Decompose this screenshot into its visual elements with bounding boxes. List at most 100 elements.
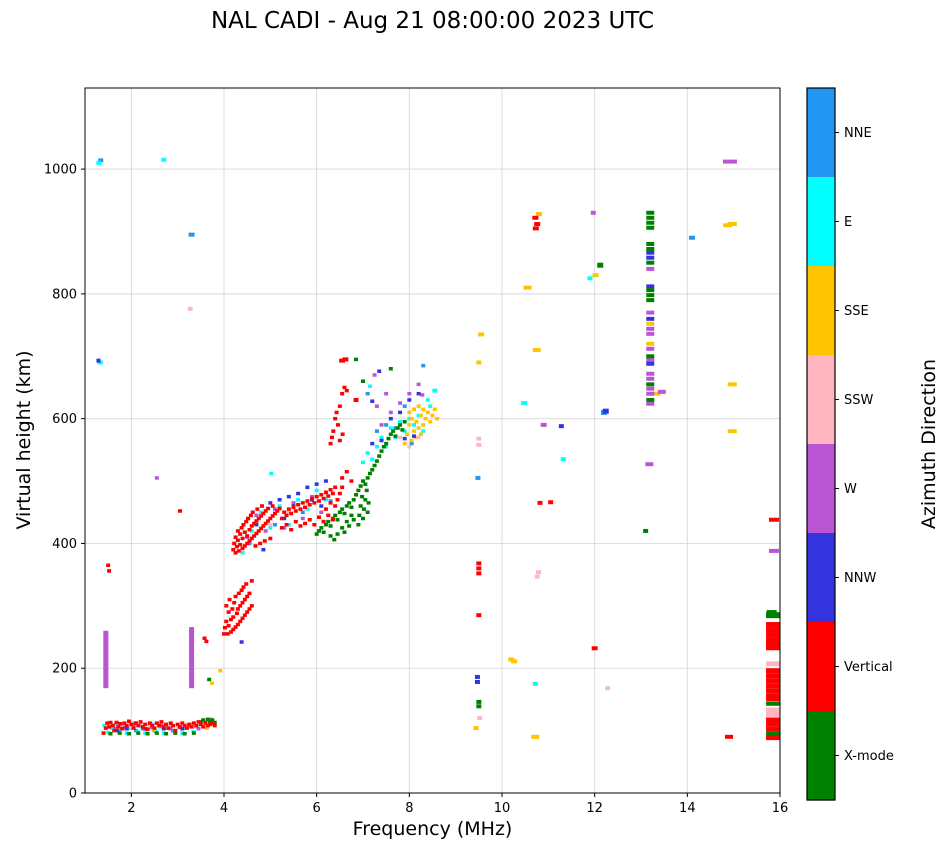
data-point-w — [103, 634, 109, 640]
data-point-x-mode — [328, 534, 333, 538]
data-point-vertical — [259, 514, 264, 518]
data-point-x-mode — [400, 428, 405, 432]
data-point-x-mode — [366, 501, 371, 505]
data-point-e — [425, 398, 430, 402]
data-point-x-mode — [354, 357, 359, 362]
data-point-w — [646, 266, 655, 271]
data-point-vertical — [300, 501, 305, 505]
data-point-vertical — [140, 725, 145, 729]
data-point-vertical — [238, 532, 243, 536]
data-point-vertical — [250, 510, 255, 514]
data-point-vertical — [532, 226, 539, 231]
data-point-vertical — [262, 539, 267, 543]
data-point-w — [103, 660, 109, 666]
data-point-vertical — [226, 610, 231, 614]
data-point-vertical — [293, 509, 298, 513]
data-point-sse — [428, 420, 433, 424]
data-point-vertical — [270, 514, 275, 518]
data-point-e — [161, 731, 166, 735]
data-point-w — [189, 627, 195, 633]
data-point-sse — [727, 222, 737, 227]
data-point-nnw — [370, 441, 375, 446]
data-point-vertical — [228, 630, 233, 634]
data-point-vertical — [256, 529, 261, 533]
data-point-w — [208, 717, 213, 722]
data-point-vertical — [240, 600, 245, 605]
data-point-vertical — [766, 668, 781, 674]
data-point-x-mode — [364, 488, 369, 493]
data-point-vertical — [226, 624, 231, 628]
data-point-w — [103, 642, 109, 648]
data-point-x-mode — [117, 731, 122, 735]
data-point-ssw — [476, 442, 482, 447]
data-point-vertical — [191, 721, 196, 725]
data-point-sse — [421, 407, 426, 412]
data-point-w — [196, 726, 201, 731]
data-point-nnw — [388, 416, 393, 421]
data-point-vertical — [204, 639, 209, 644]
data-point-w — [189, 675, 195, 681]
data-point-x-mode — [361, 479, 365, 483]
data-point-sse — [414, 435, 419, 440]
x-tick-label: 8 — [405, 801, 413, 816]
data-point-e — [370, 457, 375, 461]
data-point-vertical — [233, 551, 238, 555]
data-point-e — [305, 507, 310, 511]
data-point-w — [103, 683, 109, 689]
x-tick-label: 12 — [586, 801, 603, 816]
data-point-e — [102, 723, 107, 728]
data-point-x-mode — [646, 382, 655, 387]
data-point-vertical — [766, 697, 781, 702]
data-point-x-mode — [340, 507, 345, 511]
data-point-vertical — [150, 723, 155, 728]
data-point-vertical — [124, 723, 129, 728]
data-point-ssw — [477, 716, 483, 721]
data-point-vertical — [330, 517, 335, 522]
data-point-ssw — [534, 574, 540, 579]
data-point-e — [268, 526, 273, 530]
data-point-x-mode — [344, 519, 349, 524]
data-point-x-mode — [388, 367, 393, 371]
data-point-x-mode — [398, 423, 403, 427]
data-point-vertical — [342, 385, 347, 390]
data-point-x-mode — [646, 241, 655, 246]
data-point-vertical — [296, 503, 301, 507]
data-point-w — [131, 723, 136, 728]
data-point-x-mode — [646, 288, 655, 293]
data-point-vertical — [532, 215, 539, 220]
data-point-w — [646, 401, 655, 406]
y-tick-label: 800 — [52, 287, 77, 302]
data-point-vertical — [241, 522, 246, 527]
data-point-nnw — [558, 424, 564, 429]
data-point-vertical — [173, 728, 178, 733]
data-point-sse — [646, 321, 655, 326]
data-point-nne — [384, 423, 389, 427]
data-point-w — [310, 494, 315, 499]
data-point-w — [113, 726, 118, 731]
data-point-vertical — [268, 536, 273, 541]
data-point-nne — [409, 441, 414, 446]
data-point-sse — [652, 391, 661, 396]
data-point-vertical — [224, 604, 229, 608]
data-point-vertical — [154, 721, 159, 725]
data-point-vertical — [224, 619, 229, 624]
data-point-w — [407, 391, 412, 396]
data-point-w — [159, 723, 164, 728]
data-point-w — [646, 391, 655, 396]
data-point-vertical — [208, 722, 213, 727]
data-point-vertical — [112, 728, 117, 733]
data-point-sse — [425, 410, 430, 415]
data-point-sse — [435, 416, 440, 421]
data-point-sse — [204, 726, 209, 730]
data-point-vertical — [210, 721, 215, 725]
data-point-x-mode — [321, 530, 326, 534]
data-point-w — [189, 653, 195, 659]
data-point-vertical — [196, 720, 201, 724]
data-point-nnw — [646, 361, 655, 366]
data-point-vertical — [766, 627, 781, 633]
data-point-e — [286, 522, 291, 527]
data-point-x-mode — [351, 517, 356, 522]
data-point-x-mode — [201, 718, 206, 722]
data-point-w — [388, 410, 393, 415]
data-point-w — [646, 376, 655, 381]
